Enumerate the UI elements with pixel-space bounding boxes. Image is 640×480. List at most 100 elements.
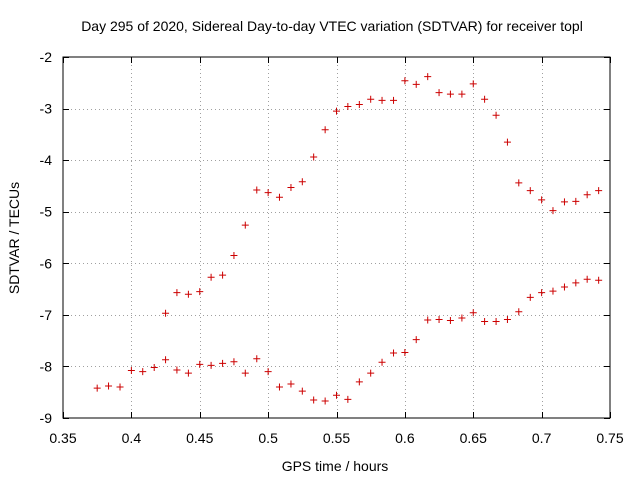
data-point (93, 384, 101, 392)
data-point (230, 358, 238, 366)
data-point (481, 318, 489, 326)
axis-ticks (63, 57, 611, 419)
data-point (298, 387, 306, 395)
data-point (230, 252, 238, 260)
data-point (583, 275, 591, 283)
data-point (526, 187, 534, 195)
data-point (378, 358, 386, 366)
chart-title: Day 295 of 2020, Sidereal Day-to-day VTE… (81, 18, 583, 34)
y-tick-label: -6 (40, 255, 53, 271)
data-point (196, 288, 204, 296)
data-point (333, 391, 340, 399)
x-tick-labels: 0.35 0.4 0.45 0.5 0.55 0.6 0.65 0.7 0.75 (49, 430, 623, 446)
data-point (492, 111, 500, 119)
data-point (162, 356, 170, 364)
y-tick-labels: -9 -8 -7 -6 -5 -4 -3 -2 (40, 49, 53, 426)
data-point (184, 369, 192, 377)
data-point (424, 73, 432, 81)
data-point (401, 349, 409, 357)
y-tick-label: -2 (40, 49, 53, 65)
data-point (139, 368, 147, 376)
data-point (367, 95, 375, 103)
data-point (150, 363, 158, 371)
data-point (310, 396, 318, 404)
y-tick-label: -8 (40, 358, 53, 374)
data-point (298, 178, 306, 186)
data-point (275, 193, 283, 201)
data-point (526, 293, 534, 301)
data-point (207, 361, 215, 369)
x-axis-title: GPS time / hours (282, 458, 389, 474)
data-point (355, 378, 363, 386)
data-point (378, 96, 386, 104)
data-point (481, 95, 489, 103)
series-lower (162, 275, 603, 405)
data-point (401, 77, 409, 85)
data-point (572, 279, 580, 287)
series-upper (93, 73, 603, 392)
data-point (333, 107, 340, 115)
data-point (458, 314, 466, 322)
data-point (560, 283, 568, 291)
y-tick-label: -5 (40, 204, 53, 220)
x-tick-label: 0.35 (49, 430, 76, 446)
data-point (549, 287, 557, 295)
grid-lines (63, 57, 610, 418)
x-tick-label: 0.5 (258, 430, 278, 446)
x-tick-label: 0.7 (532, 430, 552, 446)
x-tick-label: 0.55 (323, 430, 350, 446)
data-point (241, 221, 249, 229)
x-tick-label: 0.75 (596, 430, 623, 446)
data-point (469, 309, 477, 317)
data-point (503, 138, 511, 146)
data-point (264, 189, 272, 197)
data-point (538, 196, 546, 204)
data-point (446, 317, 454, 325)
data-point (355, 100, 363, 108)
data-point (390, 349, 398, 357)
data-point (321, 397, 329, 405)
data-point (583, 191, 591, 199)
data-point (458, 90, 466, 98)
x-tick-label: 0.6 (395, 430, 415, 446)
data-point (367, 369, 375, 377)
data-point (435, 315, 443, 323)
data-point (127, 367, 135, 375)
data-point (446, 90, 454, 98)
data-point (310, 153, 318, 161)
data-point (275, 383, 283, 391)
data-point (253, 355, 261, 363)
data-point (412, 336, 420, 344)
data-point (253, 186, 261, 194)
data-point (264, 368, 272, 376)
data-points (93, 73, 603, 405)
data-point (538, 289, 546, 297)
data-point (424, 316, 432, 324)
data-point (572, 197, 580, 205)
data-point (344, 103, 352, 111)
data-point (287, 183, 295, 191)
x-tick-label: 0.45 (186, 430, 213, 446)
data-point (162, 309, 170, 317)
y-tick-label: -4 (40, 152, 53, 168)
data-point (219, 271, 227, 279)
data-point (560, 198, 568, 206)
data-point (241, 369, 249, 377)
data-point (469, 80, 477, 88)
data-point (173, 366, 181, 374)
x-tick-label: 0.65 (460, 430, 487, 446)
data-point (321, 126, 329, 134)
data-point (412, 80, 420, 88)
data-point (595, 276, 603, 284)
data-point (344, 395, 352, 403)
data-point (492, 318, 500, 326)
x-tick-label: 0.4 (122, 430, 142, 446)
plot-frame (62, 56, 611, 419)
data-point (116, 383, 124, 391)
y-tick-label: -3 (40, 101, 53, 117)
data-point (219, 359, 227, 367)
data-point (207, 273, 215, 281)
y-axis-title: SDTVAR / TECUs (6, 182, 22, 294)
y-tick-label: -9 (40, 410, 53, 426)
data-point (549, 207, 557, 215)
